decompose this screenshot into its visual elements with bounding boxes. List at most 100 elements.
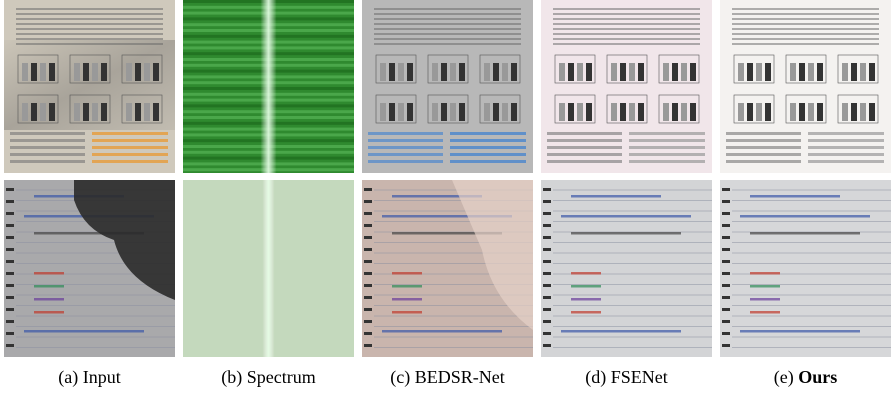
bar-sketch [577, 63, 583, 81]
text-line [547, 153, 622, 156]
spiral [543, 308, 551, 311]
spiral [364, 272, 372, 275]
caption: (c) BEDSR-Net [390, 367, 504, 388]
bar-sketch [74, 103, 80, 121]
spiral [6, 236, 14, 239]
text-line [16, 33, 163, 35]
spiral [722, 272, 730, 275]
text-line [732, 23, 879, 25]
text-line [16, 13, 163, 15]
text-line [450, 139, 526, 142]
text-line [374, 8, 521, 10]
spiral [6, 260, 14, 263]
image-panel [4, 0, 175, 357]
spiral [364, 296, 372, 299]
bar-sketch [738, 103, 744, 121]
spiral [722, 308, 730, 311]
caption-name: FSENet [611, 367, 668, 387]
text-line [732, 28, 879, 30]
caption: (e) Ours [774, 367, 838, 388]
handwriting [750, 311, 780, 314]
handwriting [392, 285, 422, 288]
spectrum-center [263, 180, 275, 357]
bar-sketch [611, 103, 617, 121]
bar-sketch [126, 103, 132, 121]
text-line [732, 33, 879, 35]
text-line [732, 38, 879, 40]
text-line [726, 160, 801, 163]
bar-sketch [747, 63, 753, 81]
spiral [364, 344, 372, 347]
text-line [629, 139, 705, 142]
captions: (a) Input(b) Spectrum(c) BEDSR-Net(d) FS… [58, 367, 837, 388]
bar-sketch [629, 103, 635, 121]
bar-sketch [389, 103, 395, 121]
spiral [722, 236, 730, 239]
handwriting [34, 298, 64, 301]
image-panel [362, 0, 533, 357]
text-line [92, 153, 168, 156]
spiral [722, 248, 730, 251]
handwriting [740, 215, 870, 218]
spiral [722, 212, 730, 215]
text-line [553, 13, 700, 15]
text-line [374, 23, 521, 25]
spiral [6, 320, 14, 323]
bar-sketch [441, 103, 447, 121]
text-line [629, 160, 705, 163]
bar-sketch [842, 103, 848, 121]
spiral [364, 236, 372, 239]
figure: (a) Input(b) Spectrum(c) BEDSR-Net(d) FS… [0, 0, 892, 393]
bar-sketch [817, 103, 823, 121]
bar-sketch [450, 103, 456, 121]
bar-sketch [380, 103, 386, 121]
handwriting [750, 298, 780, 301]
handwriting [392, 311, 422, 314]
handwriting [740, 330, 860, 333]
bar-sketch [869, 103, 875, 121]
bar-sketch [681, 103, 687, 121]
bar-sketch [808, 63, 814, 81]
bar-sketch [484, 103, 490, 121]
spiral [722, 224, 730, 227]
text-line [547, 146, 622, 149]
bar-sketch [398, 63, 404, 81]
handwriting [571, 272, 601, 275]
text-line [629, 153, 705, 156]
bar-sketch [860, 63, 866, 81]
bar-sketch [135, 63, 141, 81]
text-line [10, 146, 85, 149]
text-line [726, 153, 801, 156]
spiral [543, 344, 551, 347]
text-line [732, 43, 879, 45]
text-line [16, 18, 163, 20]
bar-sketch [765, 63, 771, 81]
text-line [92, 139, 168, 142]
handwriting [750, 195, 840, 198]
spiral [6, 332, 14, 335]
spiral [6, 212, 14, 215]
spiral [543, 272, 551, 275]
bar-sketch [380, 63, 386, 81]
bar-sketch [663, 103, 669, 121]
spiral [543, 260, 551, 263]
text-line [368, 153, 443, 156]
spiral [364, 200, 372, 203]
caption-name: Spectrum [247, 367, 316, 387]
caption-label: (a) [58, 367, 78, 388]
text-line [553, 18, 700, 20]
handwriting [571, 298, 601, 301]
spiral [364, 248, 372, 251]
text-line [629, 132, 705, 135]
spiral [722, 260, 730, 263]
caption-label: (b) [221, 367, 242, 388]
spiral [6, 224, 14, 227]
text-line [553, 33, 700, 35]
bar-sketch [586, 63, 592, 81]
spiral [364, 308, 372, 311]
bar-sketch [144, 103, 150, 121]
spiral [543, 320, 551, 323]
bar-sketch [441, 63, 447, 81]
bar-sketch [808, 103, 814, 121]
bar-sketch [799, 63, 805, 81]
